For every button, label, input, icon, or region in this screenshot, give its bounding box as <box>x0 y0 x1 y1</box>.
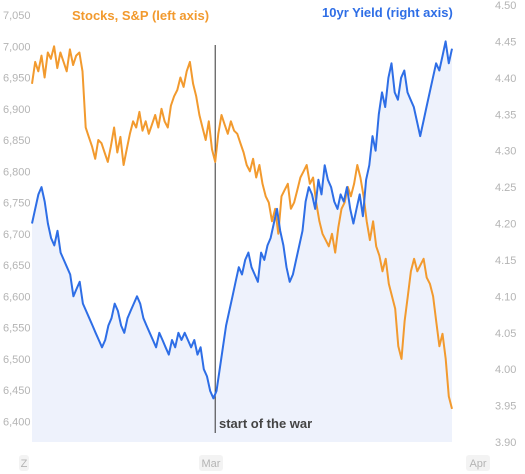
left-tick-label: 6,550 <box>3 323 31 335</box>
left-tick-label: 7,050 <box>3 10 31 22</box>
left-axis-ticks: 7,050 7,000 6,950 6,900 6,850 6,800 6,750 6,700… <box>3 10 31 428</box>
left-tick-label: 6,850 <box>3 135 31 147</box>
event-annotation: start of the war <box>219 416 312 431</box>
legend-yield: 10yr Yield (right axis) <box>322 5 453 20</box>
x-tick-background <box>466 455 490 471</box>
x-tick-label: Z <box>21 458 28 470</box>
right-tick-label: 4.40 <box>495 73 516 85</box>
x-tick-background <box>19 455 29 471</box>
right-tick-label: 4.35 <box>495 109 516 121</box>
left-tick-label: 6,650 <box>3 260 31 272</box>
left-tick-label: 6,400 <box>3 416 31 428</box>
right-tick-label: 4.00 <box>495 364 516 376</box>
left-tick-label: 6,500 <box>3 354 31 366</box>
left-tick-label: 7,000 <box>3 41 31 53</box>
series-line-yield <box>31 40 453 400</box>
right-tick-label: 4.10 <box>495 291 516 303</box>
right-tick-label: 4.30 <box>495 146 516 158</box>
left-tick-label: 6,450 <box>3 385 31 397</box>
right-axis-ticks: 4.50 4.45 4.40 4.35 4.30 4.25 4.20 4.15 4.10 4.05… <box>495 0 516 449</box>
legend-stocks: Stocks, S&P (left axis) <box>72 8 209 23</box>
yield-area-fill <box>32 41 452 443</box>
right-tick-label: 4.20 <box>495 219 516 231</box>
left-tick-label: 6,700 <box>3 229 31 241</box>
right-tick-label: 4.50 <box>495 0 516 12</box>
right-tick-label: 4.05 <box>495 328 516 340</box>
left-tick-label: 6,900 <box>3 104 31 116</box>
left-tick-label: 6,750 <box>3 198 31 210</box>
right-tick-label: 3.95 <box>495 401 516 413</box>
left-tick-label: 6,800 <box>3 166 31 178</box>
right-tick-label: 4.15 <box>495 255 516 267</box>
x-tick-label: Mar <box>202 458 221 470</box>
x-tick-label: Apr <box>469 458 486 470</box>
left-tick-label: 6,950 <box>3 73 31 85</box>
left-tick-label: 6,600 <box>3 291 31 303</box>
right-tick-label: 4.45 <box>495 36 516 48</box>
x-axis-labels: Z Mar Apr <box>19 455 490 471</box>
x-tick-background <box>199 455 223 471</box>
right-tick-label: 3.90 <box>495 437 516 449</box>
series-line-stocks <box>31 45 453 410</box>
right-tick-label: 4.25 <box>495 182 516 194</box>
